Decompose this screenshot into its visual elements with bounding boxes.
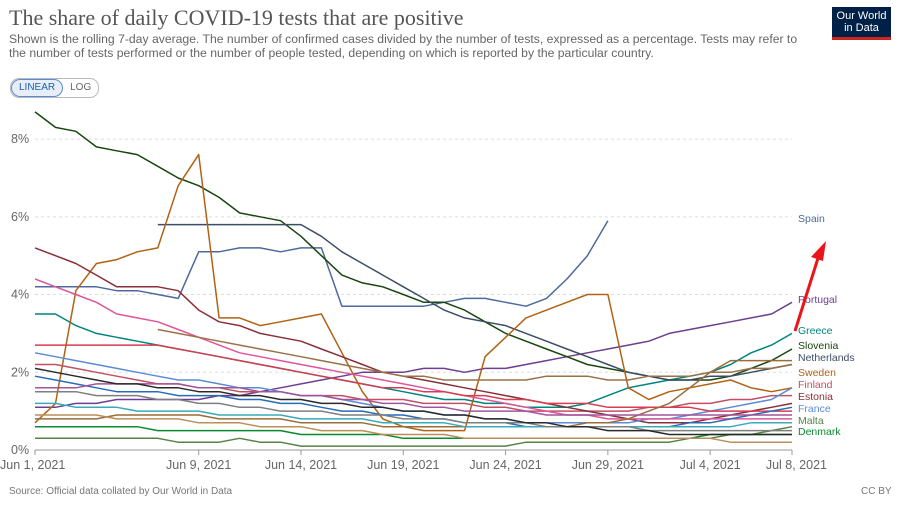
series-line-finland[interactable] bbox=[35, 363, 792, 412]
series-lines bbox=[34, 111, 793, 447]
red-arrow-annotation bbox=[793, 241, 826, 332]
x-tick-label: Jun 29, 2021 bbox=[572, 458, 644, 472]
y-tick-label: 4% bbox=[11, 288, 29, 302]
series-label-sweden[interactable]: Sweden bbox=[798, 367, 836, 379]
y-axis: 0% 2% 4% 6% 8% bbox=[11, 132, 29, 457]
log-scale-button[interactable]: LOG bbox=[70, 82, 92, 93]
owid-logo[interactable]: Our World in Data bbox=[832, 7, 891, 40]
series-line-unlabeled[interactable] bbox=[34, 367, 792, 436]
series-line-slovenia[interactable] bbox=[34, 111, 793, 381]
series-line-unlabeled[interactable] bbox=[35, 383, 792, 416]
x-tick-label: Jun 1, 2021 bbox=[0, 458, 65, 472]
series-line-france[interactable] bbox=[34, 352, 793, 424]
y-tick-label: 8% bbox=[11, 132, 29, 146]
scale-toggle: LINEAR LOG bbox=[10, 78, 100, 98]
series-line-unlabeled[interactable] bbox=[35, 402, 792, 428]
x-tick-label: Jul 4, 2021 bbox=[680, 458, 741, 472]
license-note[interactable]: CC BY bbox=[861, 486, 892, 497]
series-label-greece[interactable]: Greece bbox=[798, 325, 833, 337]
y-tick-label: 6% bbox=[11, 210, 29, 224]
series-label-slovenia[interactable]: Slovenia bbox=[798, 340, 838, 352]
series-line-malta[interactable] bbox=[35, 425, 793, 447]
y-tick-label: 2% bbox=[11, 365, 29, 379]
series-line-spain[interactable] bbox=[35, 220, 609, 307]
series-label-estonia[interactable]: Estonia bbox=[798, 391, 833, 403]
grid-lines bbox=[35, 138, 792, 451]
series-label-netherlands[interactable]: Netherlands bbox=[798, 352, 855, 364]
series-line-unlabeled[interactable] bbox=[35, 390, 792, 432]
series-label-france[interactable]: France bbox=[798, 403, 831, 415]
series-line-unlabeled[interactable] bbox=[157, 328, 793, 381]
series-line-unlabeled[interactable] bbox=[35, 359, 792, 428]
series-line-netherlands[interactable] bbox=[157, 223, 793, 381]
y-tick-label: 0% bbox=[11, 443, 29, 457]
logo-line-2: in Data bbox=[844, 22, 879, 34]
series-line-unlabeled[interactable] bbox=[35, 344, 792, 412]
series-label-finland[interactable]: Finland bbox=[798, 379, 833, 391]
series-line-unlabeled[interactable] bbox=[35, 414, 792, 443]
series-line-estonia[interactable] bbox=[34, 247, 793, 424]
x-tick-label: Jun 14, 2021 bbox=[265, 458, 337, 472]
x-tick-label: Jun 24, 2021 bbox=[469, 458, 541, 472]
x-tick-label: Jul 8, 2021 bbox=[766, 458, 827, 472]
source-note: Source: Official data collated by Our Wo… bbox=[9, 486, 233, 497]
linear-scale-button[interactable]: LINEAR bbox=[11, 79, 64, 97]
arrow-shaft bbox=[793, 254, 821, 332]
series-line-unlabeled[interactable] bbox=[34, 278, 792, 420]
x-tick-label: Jun 9, 2021 bbox=[166, 458, 231, 472]
line-chart: 0% 2% 4% 6% 8% Jun 1, 2021 Jun 9, 2021 Jun 14,… bbox=[0, 111, 855, 472]
x-tick-label: Jun 19, 2021 bbox=[367, 458, 439, 472]
series-line-greece[interactable] bbox=[35, 313, 793, 409]
series-label-spain[interactable]: Spain bbox=[798, 213, 825, 225]
series-label-denmark[interactable]: Denmark bbox=[798, 426, 841, 438]
chart-title: The share of daily COVID-19 tests that a… bbox=[9, 5, 464, 30]
chart-subtitle: Shown is the rolling 7-day average. The … bbox=[9, 32, 798, 60]
series-line-sweden[interactable] bbox=[34, 153, 793, 432]
x-axis: Jun 1, 2021 Jun 9, 2021 Jun 14, 2021 Jun 19… bbox=[0, 450, 827, 472]
series-label-portugal[interactable]: Portugal bbox=[798, 294, 837, 306]
arrow-head bbox=[811, 241, 826, 261]
series-label-malta[interactable]: Malta bbox=[798, 415, 824, 427]
logo-line-1: Our World bbox=[836, 10, 887, 22]
